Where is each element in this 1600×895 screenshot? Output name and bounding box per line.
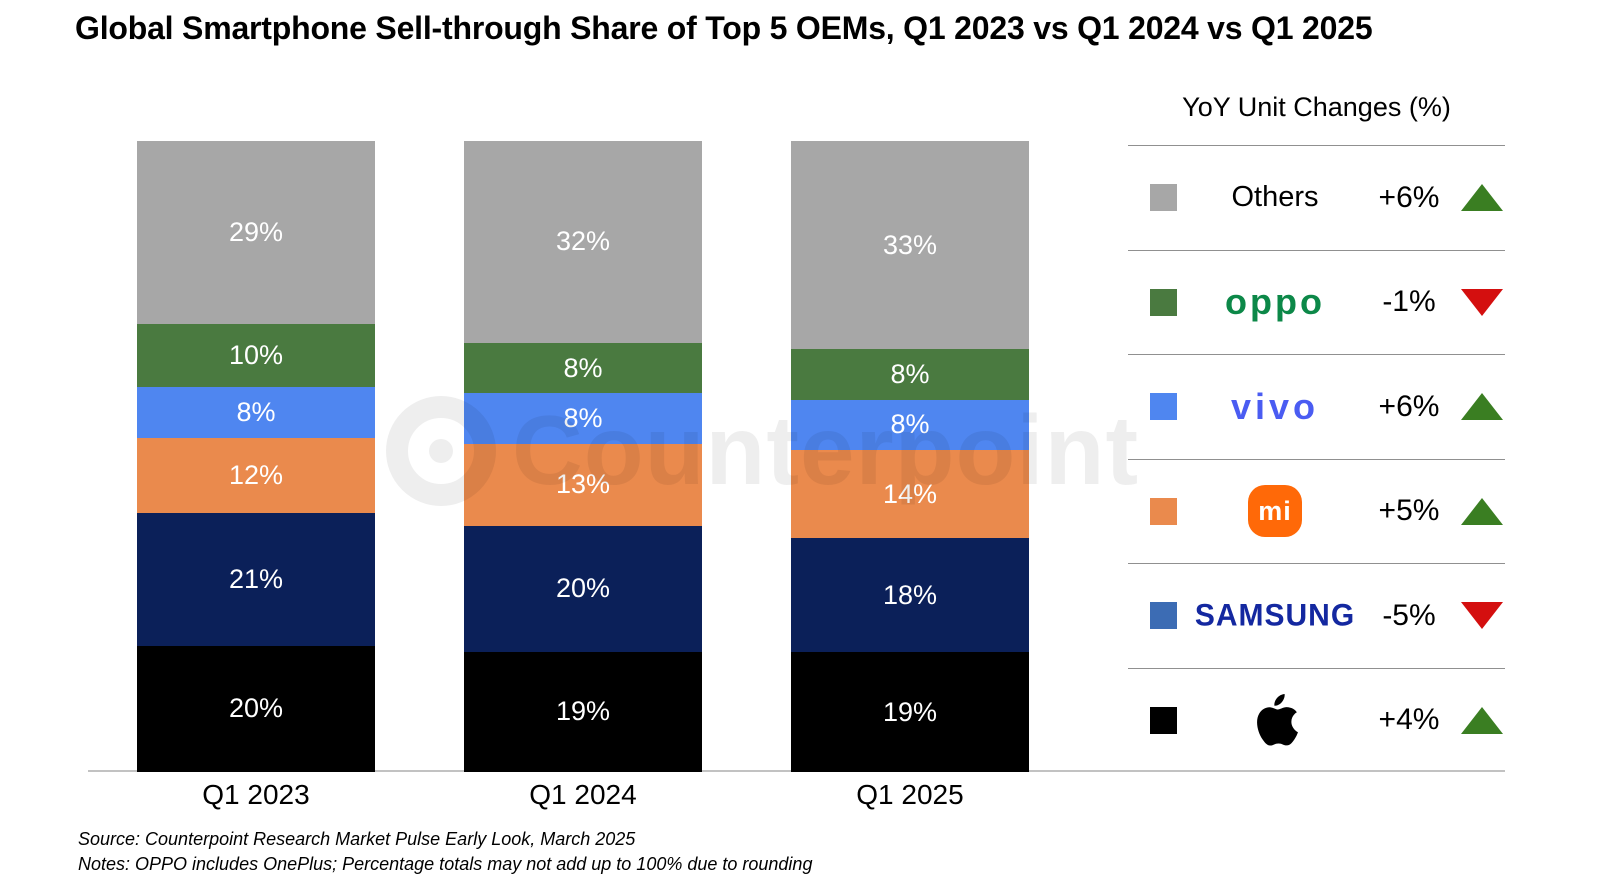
segment-others: 32% bbox=[464, 141, 702, 343]
trend-down-icon bbox=[1461, 288, 1503, 316]
mi-logo-text: mi bbox=[1258, 495, 1292, 526]
segment-value-label: 10% bbox=[228, 340, 284, 371]
yoy-panel: Others +6% oppo -1% vivo +6% mi +5% SAMSUNG -5% +4… bbox=[1128, 145, 1505, 772]
segment-value-label: 8% bbox=[563, 403, 603, 434]
samsung-logo: SAMSUNG bbox=[1194, 597, 1356, 633]
yoy-change-others: +6% bbox=[1378, 180, 1440, 214]
segment-oppo: 10% bbox=[137, 323, 375, 388]
trend-zone-vivo bbox=[1459, 393, 1505, 421]
segment-xiaomi: 13% bbox=[464, 443, 702, 526]
bar-q1-2024: 32% 8% 8% 13% 20% 19% bbox=[464, 141, 702, 772]
segment-value-label: 8% bbox=[563, 352, 603, 383]
yoy-change-apple: +4% bbox=[1378, 703, 1440, 737]
others-label: Others bbox=[1231, 181, 1319, 214]
segment-value-label: 19% bbox=[882, 696, 938, 727]
segment-vivo: 8% bbox=[137, 387, 375, 438]
trend-up-icon bbox=[1461, 706, 1503, 734]
trend-zone-others bbox=[1459, 184, 1505, 212]
x-axis-label-q1-2025: Q1 2025 bbox=[856, 779, 964, 810]
yoy-change-vivo: +6% bbox=[1378, 389, 1440, 423]
legend-swatch-others bbox=[1150, 184, 1177, 212]
bar-q1-2023: 29% 10% 8% 12% 21% 20% bbox=[137, 141, 375, 772]
brand-zone-samsung: SAMSUNG bbox=[1191, 597, 1359, 633]
segment-apple: 19% bbox=[791, 652, 1029, 772]
footer-notes: Source: Counterpoint Research Market Pul… bbox=[78, 827, 812, 877]
legend-swatch-apple bbox=[1150, 706, 1177, 734]
yoy-change-samsung: -5% bbox=[1382, 598, 1436, 632]
brand-zone-vivo: vivo bbox=[1191, 386, 1359, 428]
trend-zone-xiaomi bbox=[1459, 497, 1505, 525]
segment-others: 29% bbox=[137, 141, 375, 324]
segment-xiaomi: 12% bbox=[137, 437, 375, 514]
segment-value-label: 29% bbox=[228, 216, 284, 247]
legend-swatch-samsung bbox=[1150, 602, 1177, 630]
yoy-row-oppo: oppo -1% bbox=[1128, 251, 1505, 355]
segment-xiaomi: 14% bbox=[791, 450, 1029, 539]
legend-swatch-vivo bbox=[1150, 393, 1177, 421]
segment-others: 33% bbox=[791, 141, 1029, 350]
segment-value-label: 20% bbox=[555, 573, 611, 604]
segment-value-label: 20% bbox=[228, 693, 284, 724]
segment-samsung: 20% bbox=[464, 525, 702, 653]
segment-value-label: 32% bbox=[555, 226, 611, 257]
yoy-row-samsung: SAMSUNG -5% bbox=[1128, 564, 1505, 669]
bar-q1-2025: 33% 8% 8% 14% 18% 19% bbox=[791, 141, 1029, 772]
segment-value-label: 21% bbox=[228, 564, 284, 595]
trend-zone-apple bbox=[1459, 706, 1505, 734]
trend-up-icon bbox=[1461, 184, 1503, 212]
trend-down-icon bbox=[1461, 602, 1503, 630]
segment-vivo: 8% bbox=[791, 399, 1029, 451]
brand-zone-oppo: oppo bbox=[1191, 281, 1359, 323]
segment-value-label: 12% bbox=[228, 459, 284, 490]
yoy-row-apple: +4% bbox=[1128, 669, 1505, 773]
yoy-row-xiaomi: mi +5% bbox=[1128, 460, 1505, 564]
segment-value-label: 13% bbox=[555, 469, 611, 500]
trend-zone-samsung bbox=[1459, 602, 1505, 630]
segment-value-label: 33% bbox=[882, 229, 938, 260]
chart-title: Global Smartphone Sell-through Share of … bbox=[75, 10, 1373, 46]
segment-value-label: 8% bbox=[236, 396, 276, 427]
segment-oppo: 8% bbox=[791, 349, 1029, 400]
yoy-change-oppo: -1% bbox=[1382, 285, 1436, 319]
legend-swatch-oppo bbox=[1150, 288, 1177, 316]
oppo-logo: oppo bbox=[1225, 281, 1325, 323]
yoy-change-xiaomi: +5% bbox=[1378, 494, 1440, 528]
mi-logo-icon: mi bbox=[1248, 485, 1302, 538]
brand-zone-apple bbox=[1191, 690, 1359, 750]
brand-zone-xiaomi: mi bbox=[1191, 485, 1359, 538]
yoy-panel-title: YoY Unit Changes (%) bbox=[1182, 92, 1451, 122]
trend-zone-oppo bbox=[1459, 288, 1505, 316]
segment-apple: 20% bbox=[137, 645, 375, 772]
segment-value-label: 14% bbox=[882, 478, 938, 509]
segment-samsung: 18% bbox=[791, 538, 1029, 653]
segment-samsung: 21% bbox=[137, 513, 375, 646]
legend-swatch-xiaomi bbox=[1150, 497, 1177, 525]
segment-value-label: 8% bbox=[890, 409, 930, 440]
x-axis-label-q1-2024: Q1 2024 bbox=[529, 779, 637, 810]
yoy-row-others: Others +6% bbox=[1128, 146, 1505, 251]
yoy-row-vivo: vivo +6% bbox=[1128, 355, 1505, 460]
brand-zone-others: Others bbox=[1191, 181, 1359, 214]
trend-up-icon bbox=[1461, 497, 1503, 525]
segment-value-label: 8% bbox=[890, 358, 930, 389]
rounding-note: Notes: OPPO includes OnePlus; Percentage… bbox=[78, 854, 813, 874]
trend-up-icon bbox=[1461, 393, 1503, 421]
segment-apple: 19% bbox=[464, 652, 702, 772]
segment-oppo: 8% bbox=[464, 342, 702, 394]
apple-logo-icon bbox=[1257, 694, 1298, 746]
segment-value-label: 18% bbox=[882, 579, 938, 610]
segment-vivo: 8% bbox=[464, 393, 702, 444]
vivo-logo: vivo bbox=[1230, 385, 1320, 427]
x-axis-label-q1-2023: Q1 2023 bbox=[202, 779, 310, 810]
source-note: Source: Counterpoint Research Market Pul… bbox=[78, 829, 636, 849]
segment-value-label: 19% bbox=[555, 696, 611, 727]
